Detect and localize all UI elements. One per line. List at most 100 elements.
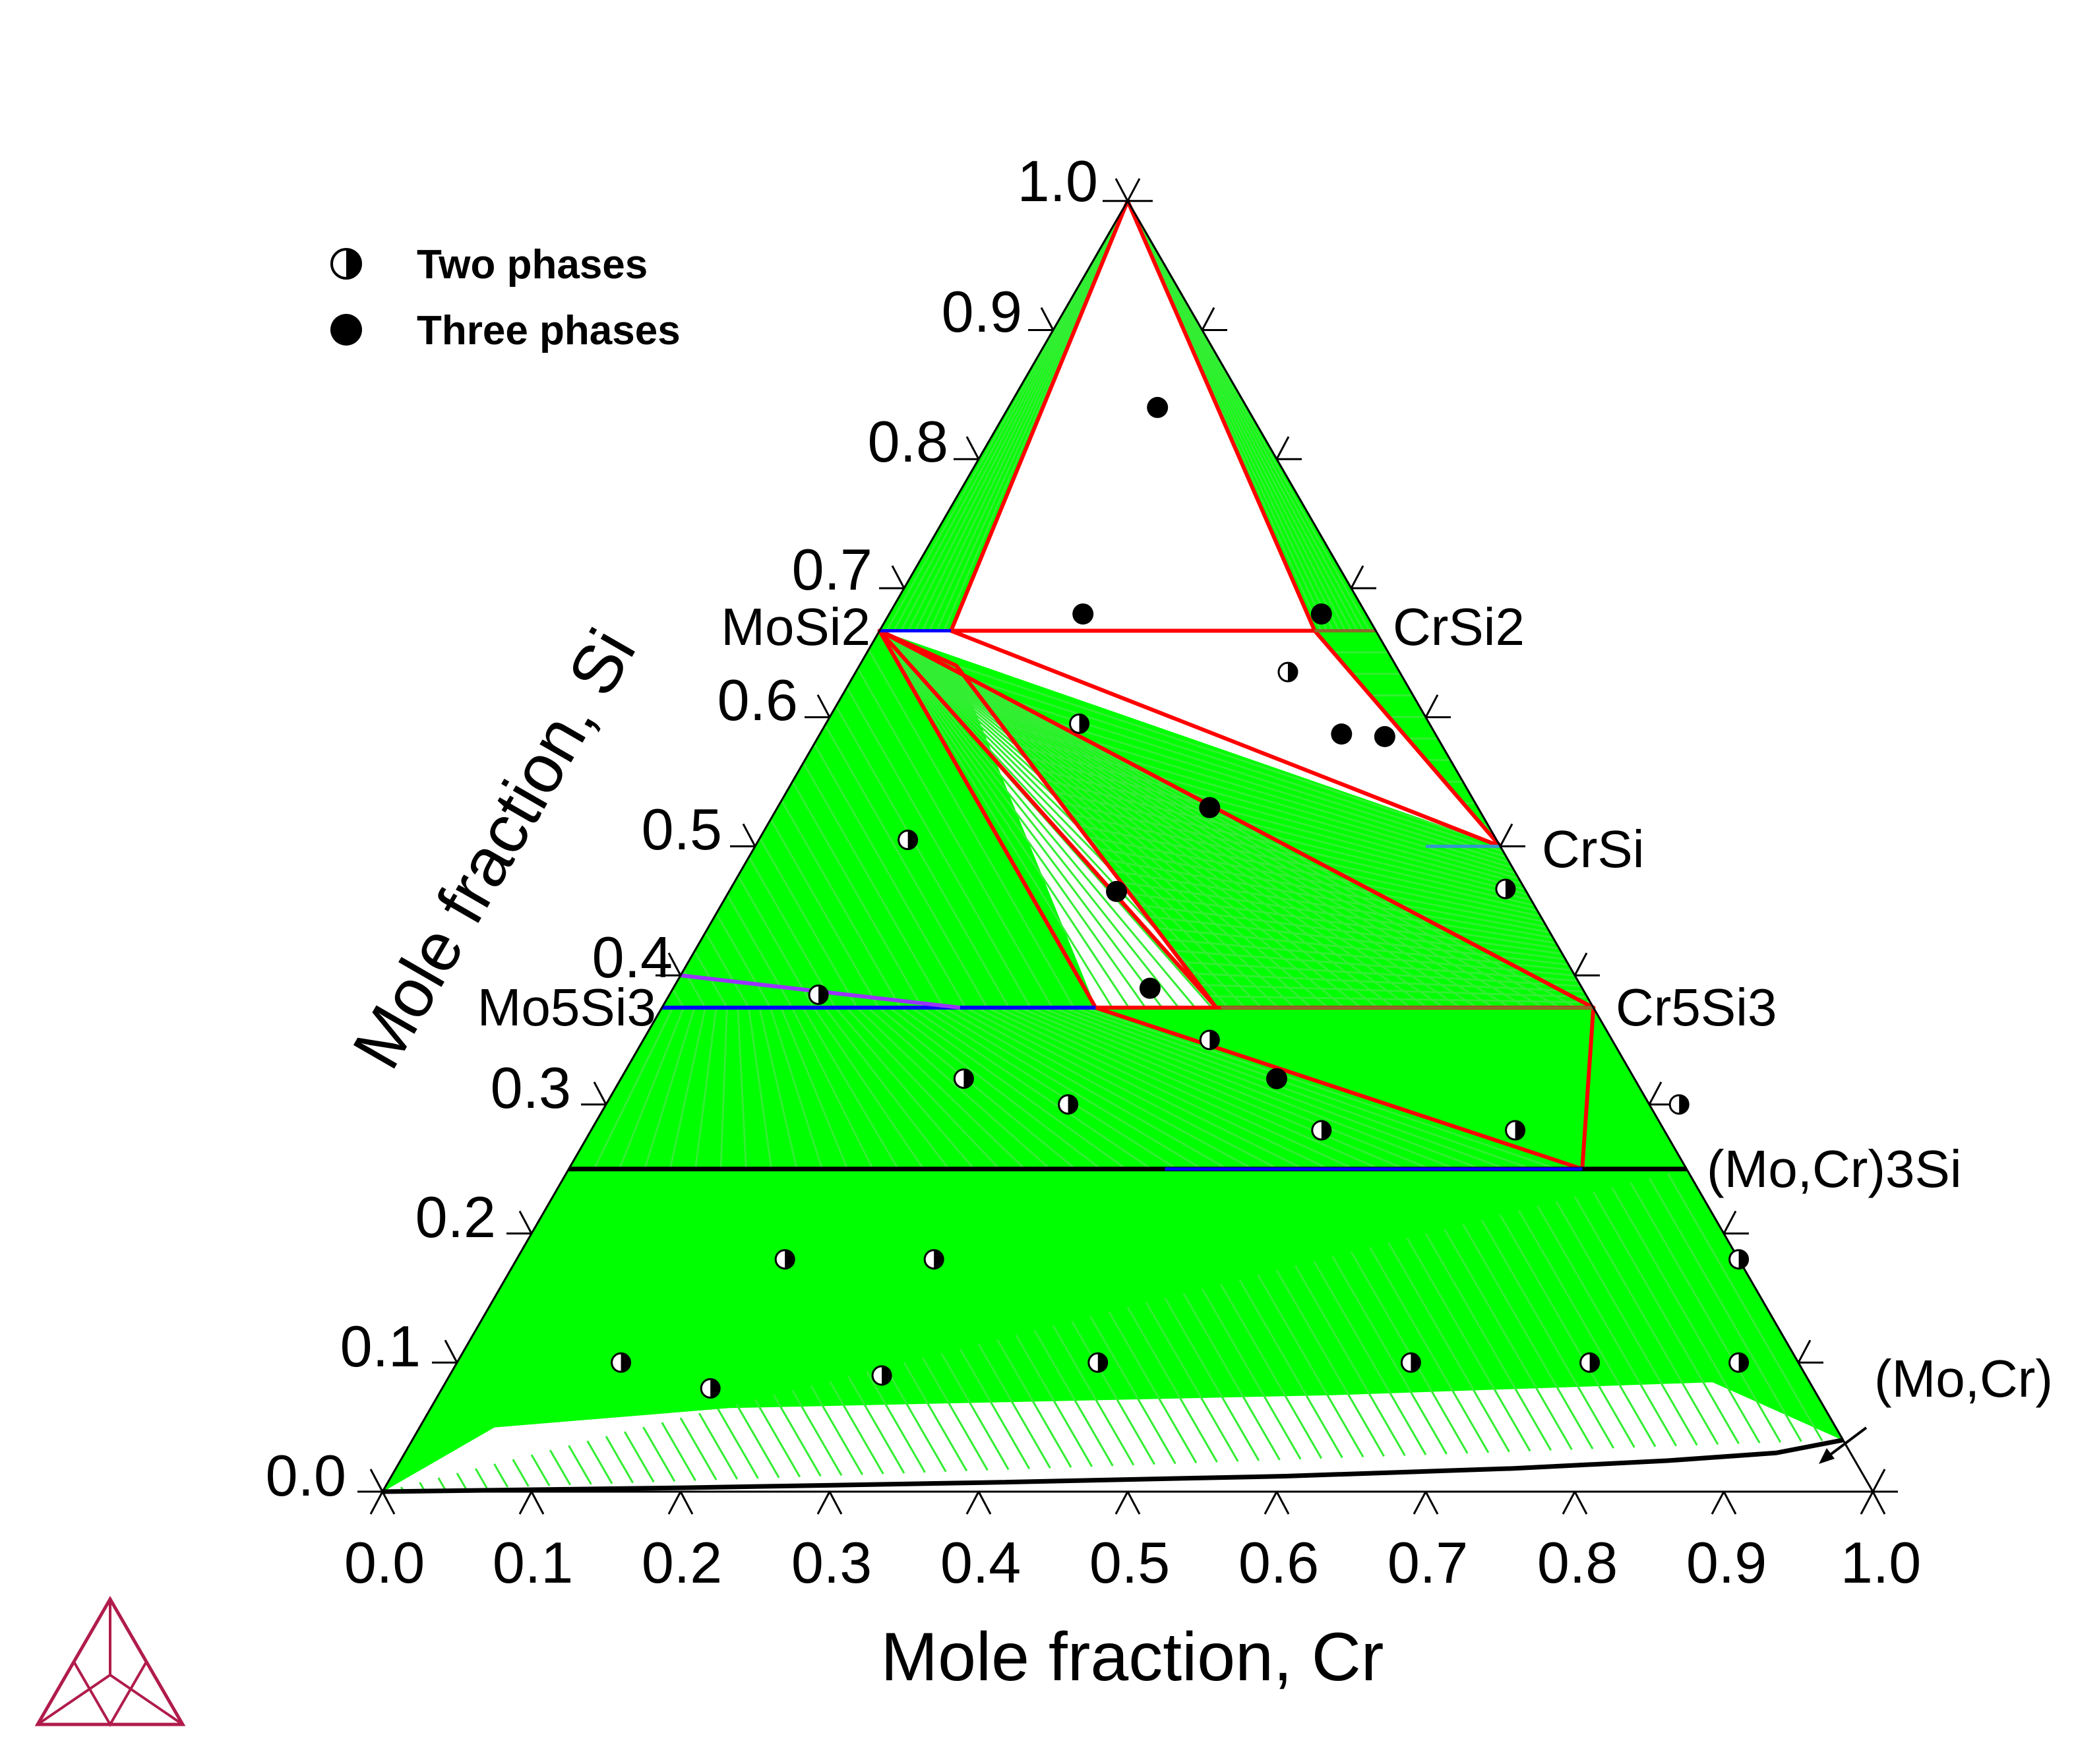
tie-line — [1537, 1205, 1677, 1447]
tie-line — [889, 1006, 1102, 1170]
tie-line — [1462, 1223, 1594, 1449]
two-phase-point-fill — [1079, 714, 1089, 733]
tie-line — [1095, 847, 1550, 934]
tie-line — [1084, 1006, 1558, 1171]
tie-line — [669, 1007, 706, 1170]
tie-line — [878, 630, 1329, 1009]
tie-line — [943, 1006, 1229, 1170]
tie-line — [959, 1348, 1031, 1470]
tie-line — [1025, 756, 1526, 891]
tie-line — [456, 1473, 467, 1490]
tie-line — [965, 1006, 1279, 1171]
three-phase-point — [1266, 1068, 1287, 1089]
x-tick-mark — [828, 1491, 843, 1515]
tie-line — [1238, 1279, 1343, 1459]
three-phase-triangle — [949, 628, 1502, 849]
x-tick-label: 0.7 — [1388, 1530, 1468, 1595]
tie-line — [737, 1007, 747, 1169]
tie-line — [878, 630, 1196, 1009]
x-tick-label: 0.4 — [940, 1530, 1021, 1595]
tie-line — [857, 667, 1053, 1008]
tie-line — [845, 1007, 1000, 1170]
tie-line — [1199, 983, 1587, 998]
x-tick-mark — [1413, 1491, 1427, 1515]
tie-line — [878, 630, 1130, 1008]
tie-line — [878, 630, 1246, 1009]
three-phase-point — [1374, 726, 1395, 748]
tie-line — [719, 1007, 728, 1169]
x-tick-mark — [1573, 1491, 1588, 1515]
tie-line — [997, 1006, 1355, 1171]
tie-line — [1388, 1242, 1510, 1453]
two-phase-point-fill — [882, 1366, 892, 1385]
y-tick-label: 0.4 — [592, 925, 673, 990]
tie-line — [1480, 1219, 1615, 1449]
tie-line — [867, 1006, 1051, 1170]
tie-line — [940, 1353, 1010, 1471]
tie-line — [791, 781, 923, 1008]
x-tick-mark — [1562, 1491, 1576, 1515]
phase-labels: MoSi2 CrSi2 CrSi Mo5Si3 Cr5Si3 (Mo,Cr)3S… — [477, 597, 2053, 1408]
y-tick-mark — [518, 1210, 533, 1234]
y-tick-mark — [444, 1339, 458, 1363]
phase-label-mo5si3: Mo5Si3 — [477, 978, 656, 1037]
tie-line — [996, 1339, 1072, 1468]
x-tick-label: 0.3 — [791, 1530, 872, 1595]
phase-label-cr5si3: Cr5Si3 — [1616, 978, 1777, 1037]
tie-line — [964, 676, 1504, 853]
tie-line — [758, 837, 858, 1008]
tie-line — [1089, 1316, 1176, 1465]
three-phase-triangle — [877, 628, 1219, 1010]
tie-line — [717, 1408, 759, 1479]
three-phase-point — [1331, 723, 1353, 745]
tie-line — [1120, 881, 1560, 950]
y-tick-label: 0.6 — [717, 667, 798, 733]
x-tick-mark — [1126, 1491, 1141, 1515]
tie-line — [437, 1477, 446, 1490]
tie-line — [921, 200, 1129, 632]
tie-line — [1313, 1260, 1427, 1455]
tie-lines — [400, 200, 1845, 1492]
right-tick-mark — [1350, 565, 1364, 589]
tie-line — [824, 724, 989, 1008]
x-tick-mark — [1872, 1491, 1886, 1515]
tie-line — [886, 200, 1129, 632]
tie-line — [1155, 927, 1572, 971]
tie-line — [878, 630, 1362, 1009]
tie-line — [936, 200, 1129, 632]
tie-line — [1499, 1214, 1635, 1448]
tie-line — [1331, 1256, 1448, 1455]
three-phase-point — [1199, 797, 1221, 818]
x-tick-label: 0.8 — [1537, 1530, 1618, 1595]
tie-line — [791, 1007, 874, 1170]
tie-line — [884, 1366, 947, 1473]
tie-line — [813, 743, 967, 1008]
right-tick-mark — [1872, 1469, 1886, 1492]
tie-line — [1666, 1172, 1823, 1442]
tie-line — [914, 200, 1129, 632]
tie-line — [878, 630, 1445, 1009]
tie-line — [878, 1006, 1076, 1170]
tie-line — [1406, 1237, 1531, 1452]
tie-line — [747, 1007, 773, 1169]
tie-line — [1052, 1325, 1135, 1466]
tie-line — [642, 1426, 676, 1482]
tie-line — [1085, 836, 1547, 928]
tie-line — [1207, 995, 1591, 1004]
right-tick-mark — [1201, 307, 1215, 331]
y-tick-label: 0.0 — [266, 1443, 346, 1508]
mocr-arrow — [1819, 1426, 1868, 1464]
y-tick-labels: 0.0 0.1 0.2 0.3 0.4 0.5 0.6 0.7 0.8 0.9 … — [266, 148, 1098, 1508]
legend-label-three-phases: Three phases — [417, 308, 681, 353]
tie-line — [791, 1389, 843, 1476]
tie-line — [929, 200, 1129, 632]
y-tick-label: 0.3 — [491, 1055, 571, 1120]
tie-line — [1182, 1293, 1281, 1461]
tie-line — [802, 1007, 900, 1170]
tie-line — [856, 1006, 1026, 1170]
tie-line — [847, 1376, 905, 1474]
y-tick-label: 0.2 — [415, 1184, 496, 1250]
two-phase-point-fill — [1679, 1095, 1689, 1114]
tie-line — [512, 1459, 530, 1487]
